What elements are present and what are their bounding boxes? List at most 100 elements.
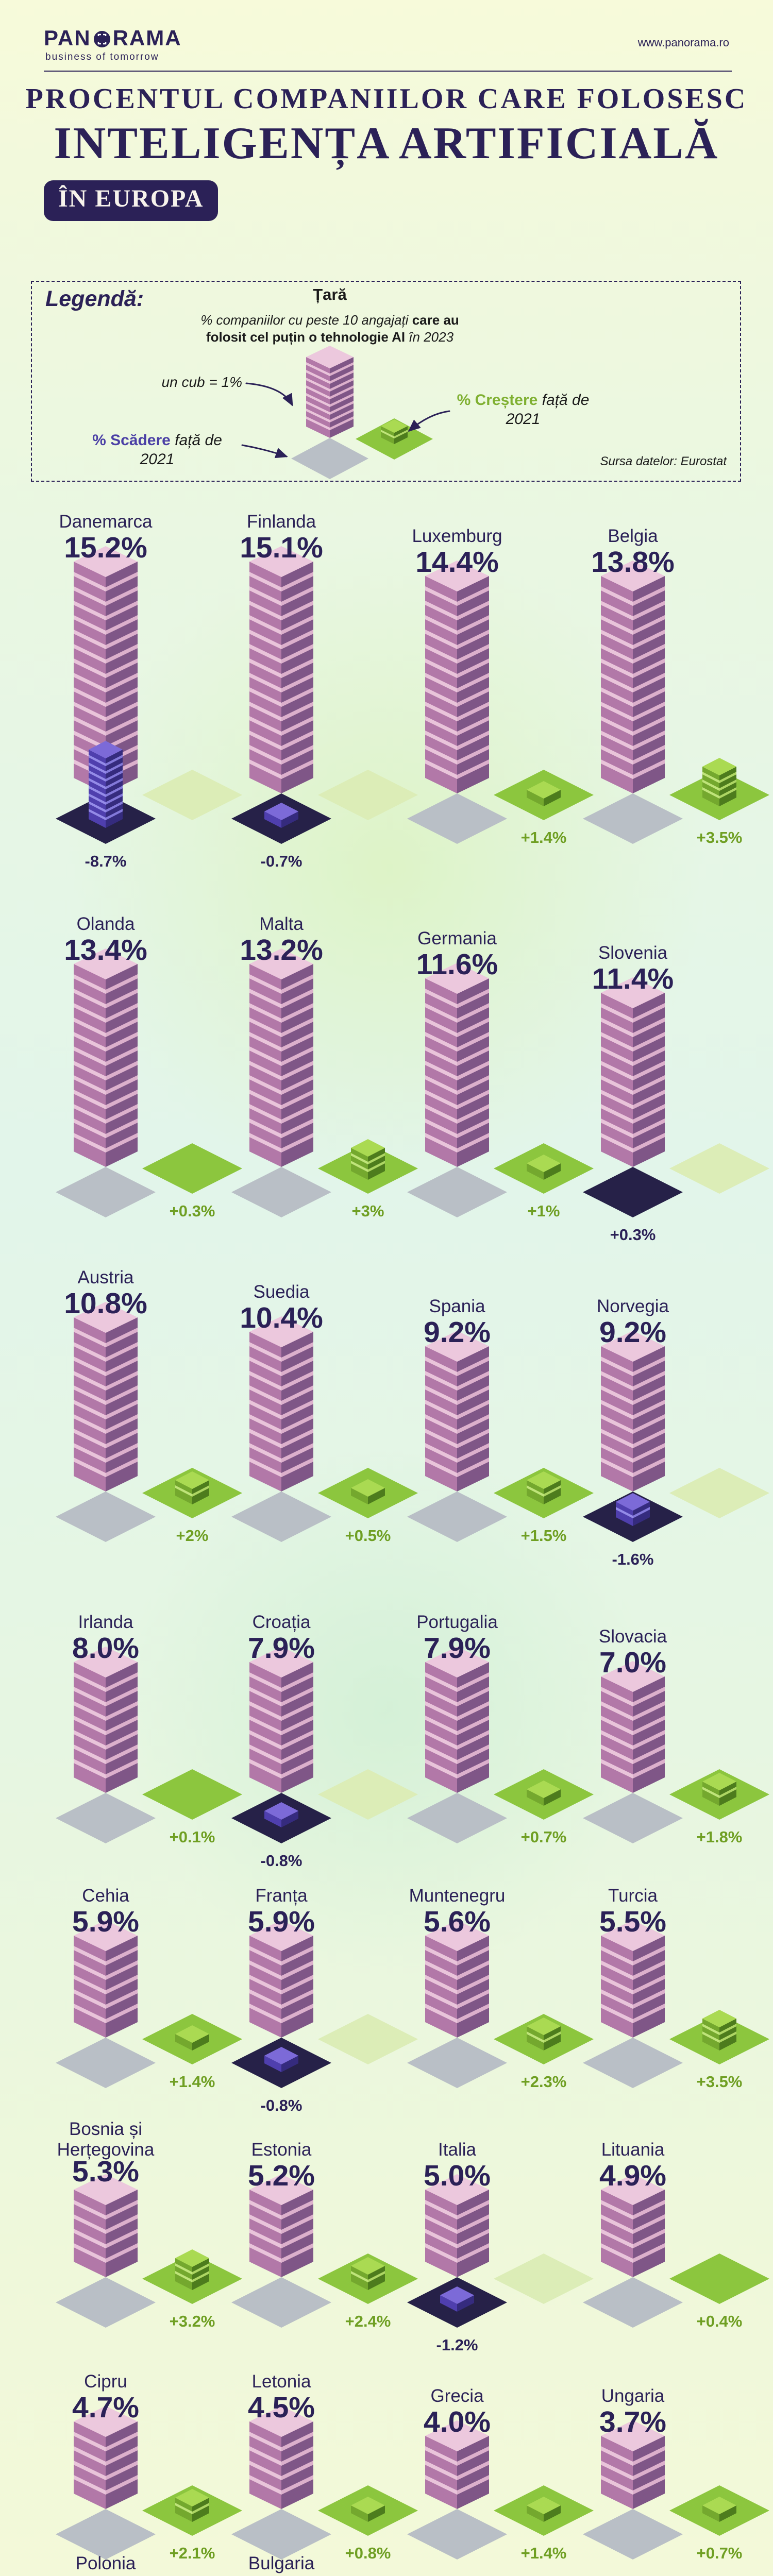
cube-separator: [74, 644, 106, 664]
cube-separator: [601, 2475, 633, 2495]
cube-separator: [616, 1507, 633, 1518]
cube-face-left: [264, 811, 281, 828]
cube-separator: [457, 1716, 489, 1735]
cube-separator: [281, 673, 313, 692]
cube-separator: [281, 1061, 313, 1080]
cube-separator: [74, 1075, 106, 1095]
legend-increase-cubes: [381, 419, 408, 444]
cube-separator: [601, 1357, 633, 1376]
legend-cube-note: un cub = 1%: [161, 374, 242, 390]
cube-separator: [106, 2200, 138, 2219]
cube-separator: [633, 1716, 665, 1735]
cube-separator: [106, 1046, 138, 1066]
cube-separator: [249, 1730, 281, 1750]
cube-separator: [249, 1414, 281, 1434]
cube-face-right: [544, 1163, 561, 1180]
country-change: -8.7%: [85, 852, 127, 870]
cube-separator: [249, 644, 281, 664]
ai-tower: [249, 1647, 313, 1793]
cube-separator: [106, 2214, 138, 2234]
cube-face-right: [281, 2056, 298, 2072]
cube-separator: [249, 2461, 281, 2480]
cube-face-top: [425, 1331, 489, 1362]
decrease-cubes: [264, 803, 298, 828]
cube-separator: [601, 1032, 633, 1052]
ai-tower: [74, 1302, 138, 1492]
cube-separator: [89, 770, 106, 782]
cube-separator: [425, 601, 457, 620]
cube-separator: [633, 745, 665, 765]
cube-separator: [633, 601, 665, 620]
cube-face-top: [616, 1493, 650, 1511]
cube-separator: [249, 1371, 281, 1391]
cube-separator: [425, 1400, 457, 1419]
cube-separator: [457, 1458, 489, 1477]
country-name: Slovacia: [599, 1626, 667, 1647]
country-change: +1.5%: [521, 1527, 567, 1545]
cube-face-top: [440, 2286, 474, 2304]
legend-box: [31, 281, 741, 482]
cube-face-right: [281, 1462, 313, 1492]
cube-separator: [425, 1458, 457, 1477]
cube-separator: [106, 1759, 138, 1778]
cube-separator: [425, 1118, 457, 1138]
country-change: +1%: [528, 1202, 560, 1220]
cube-separator: [601, 1975, 633, 1994]
cube-separator: [425, 1061, 457, 1080]
legend-description: % companiilor cu peste 10 angajați care …: [175, 312, 484, 346]
cube-face-top: [74, 546, 138, 577]
cube-separator: [106, 1061, 138, 1080]
cube-separator: [719, 2024, 736, 2035]
cube-face-left: [601, 1137, 633, 1167]
increase-cubes: [175, 1471, 209, 1504]
country-change: -0.8%: [261, 2096, 303, 2114]
cube-separator: [106, 1328, 138, 1347]
cube-separator: [601, 644, 633, 664]
country-name: Estonia: [251, 2140, 312, 2160]
cube-face-right: [633, 2247, 665, 2277]
cube-face-left: [74, 2008, 106, 2038]
cube-separator: [74, 1032, 106, 1052]
cube-face-right: [106, 811, 123, 828]
cube-separator: [106, 793, 123, 805]
cube-face-right: [394, 432, 408, 444]
cube-separator: [175, 2503, 192, 2514]
cube-face-left: [425, 2479, 457, 2509]
decrease-cubes: [264, 2047, 298, 2072]
cube-separator: [457, 1960, 489, 1980]
cube-face-left: [601, 764, 633, 793]
cube-separator: [106, 1385, 138, 1405]
country-change: +0.3%: [610, 1226, 656, 1244]
cube-separator: [351, 1161, 368, 1172]
cube-separator: [106, 1400, 138, 1419]
cube-separator: [457, 2475, 489, 2495]
logo-text-left: PAN: [44, 26, 91, 50]
cube-separator: [249, 1989, 281, 2009]
cube-separator: [106, 1443, 138, 1463]
cube-separator: [702, 2031, 719, 2043]
ai-tower: [601, 1920, 665, 2038]
cube-face-right: [633, 1462, 665, 1492]
base-diamond: [231, 1167, 331, 1217]
cube-separator: [633, 1032, 665, 1052]
country-value: 8.0%: [72, 1632, 139, 1665]
cube-separator: [106, 974, 138, 994]
cube-separator: [601, 1687, 633, 1706]
cube-separator: [351, 2271, 368, 2282]
cube-separator: [281, 601, 313, 620]
cube-separator: [457, 586, 489, 606]
cube-separator: [633, 2229, 665, 2248]
ai-tower: [601, 2174, 665, 2277]
header-divider: [44, 71, 732, 72]
country-block-bulgaria: Bulgaria3.6%+0.3%: [248, 2553, 315, 2576]
country-value: 11.6%: [416, 948, 498, 981]
cube-face-right: [281, 2008, 313, 2038]
cube-separator: [457, 615, 489, 635]
cube-face-left: [616, 1510, 633, 1526]
change-diamond: [669, 1468, 769, 1518]
